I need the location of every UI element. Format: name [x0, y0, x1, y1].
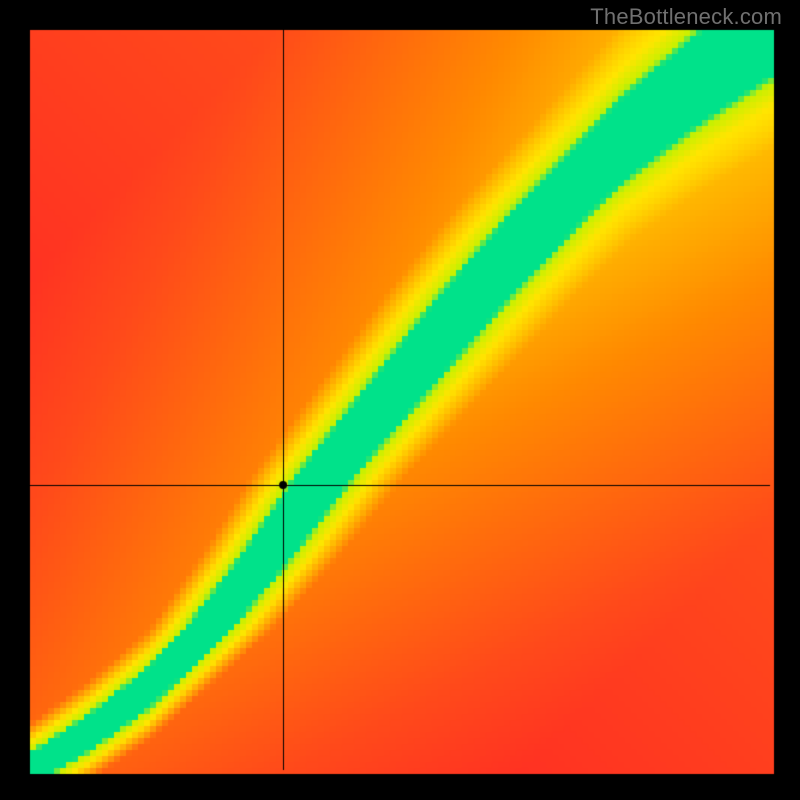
watermark-text: TheBottleneck.com — [590, 4, 782, 30]
chart-container: TheBottleneck.com — [0, 0, 800, 800]
bottleneck-heatmap — [0, 0, 800, 800]
